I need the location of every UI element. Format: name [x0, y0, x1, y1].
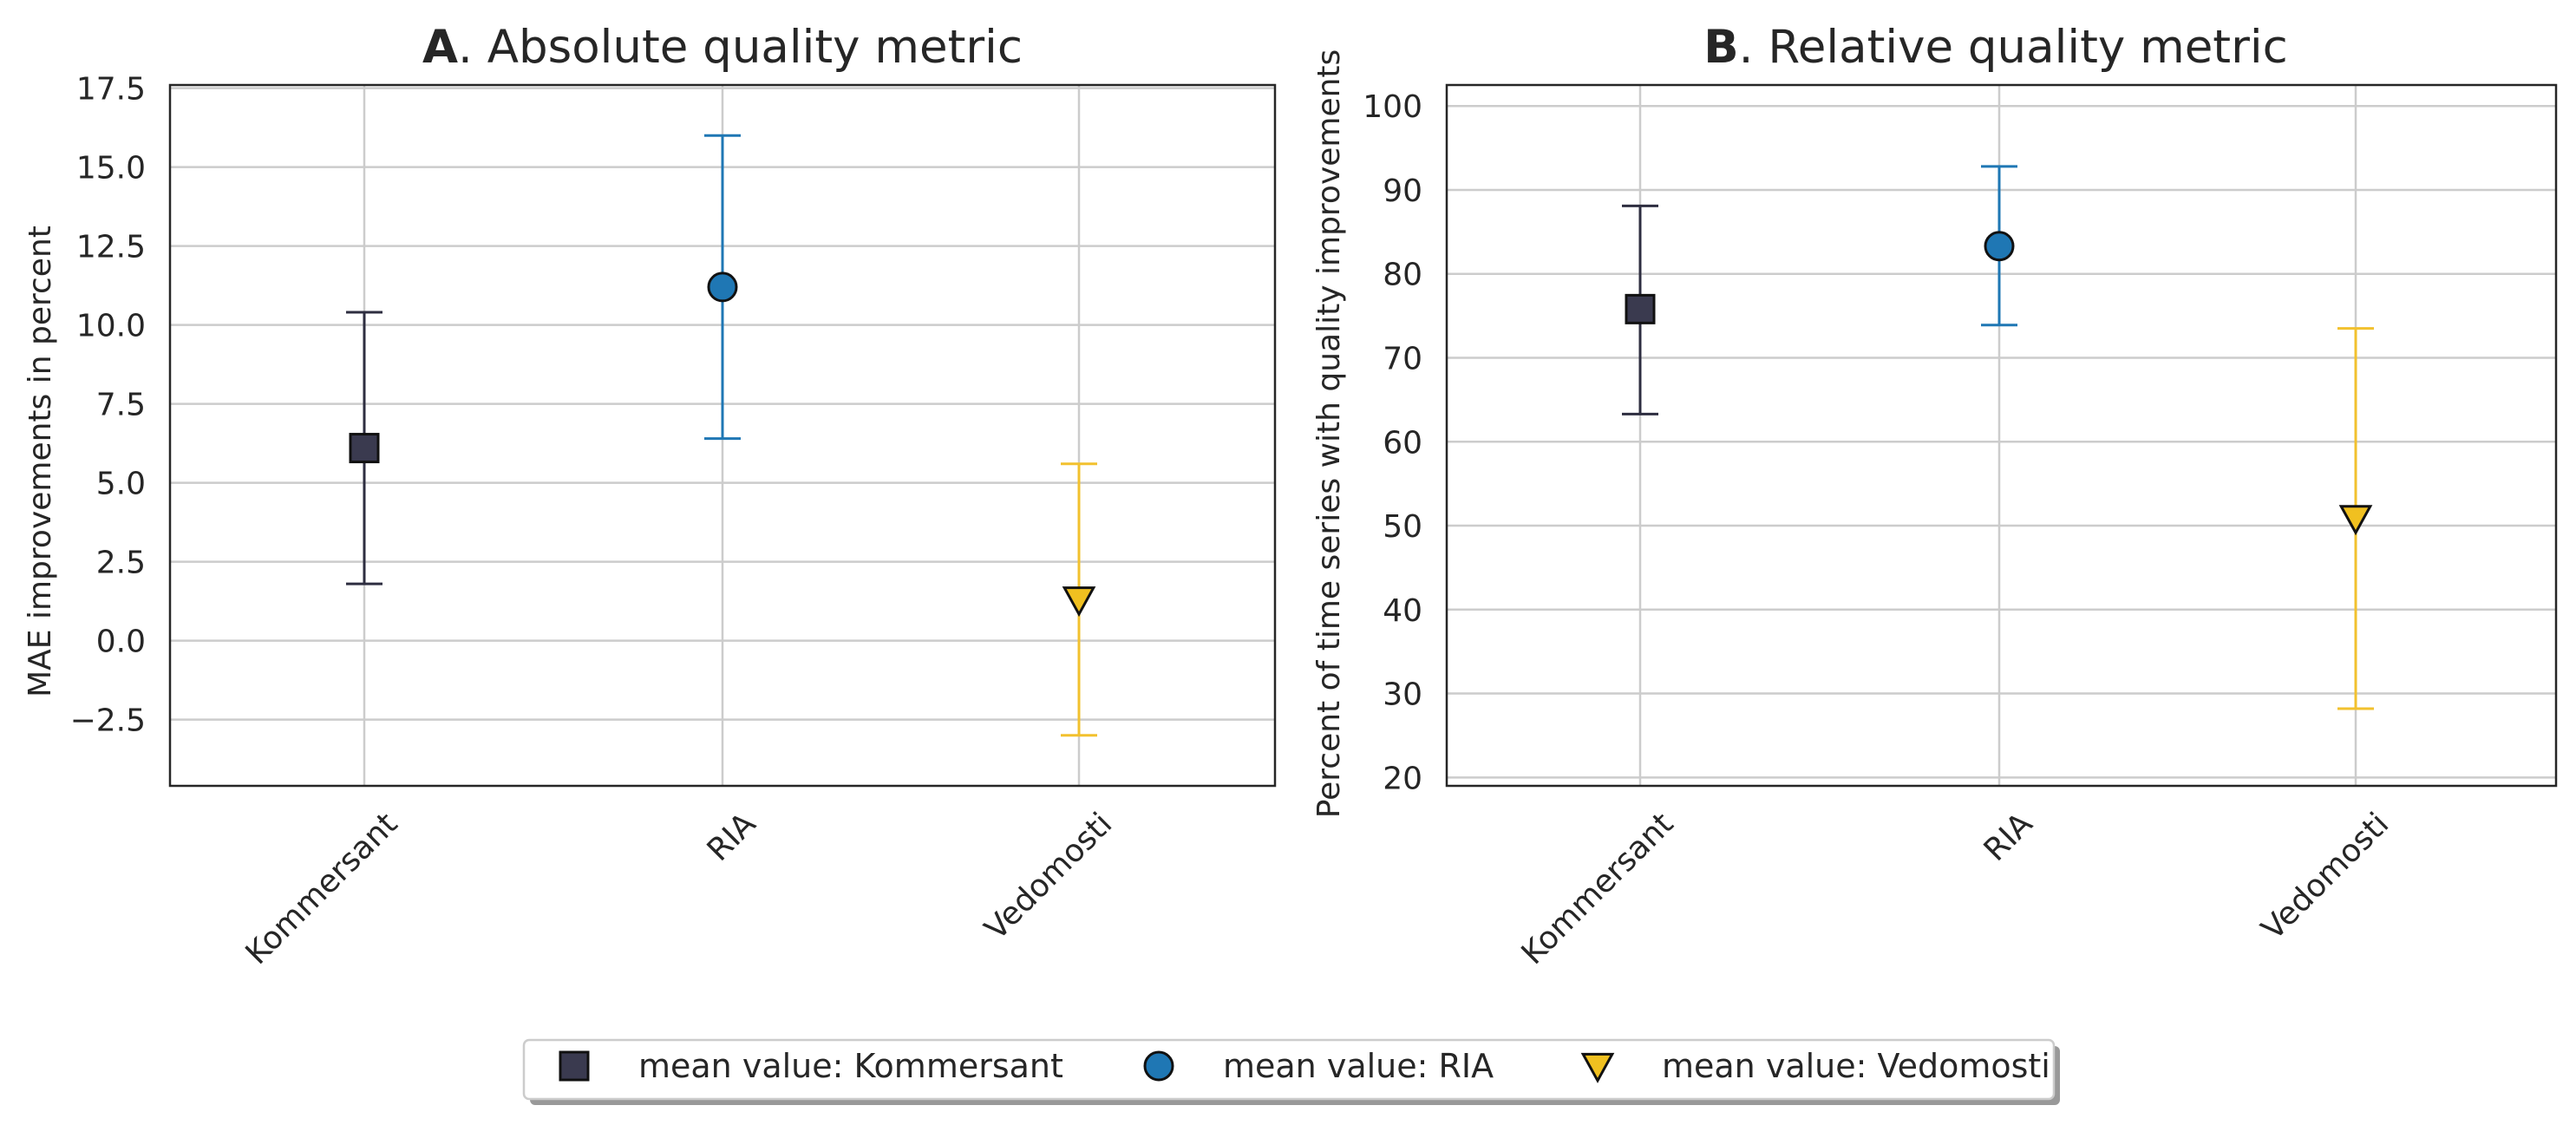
panel-a-y-axis-label: MAE improvements in percent [23, 226, 58, 697]
errorbar-kommersant [346, 311, 382, 585]
panel-a-x-ticks: Kommersant RIA Vedomosti [239, 806, 1120, 971]
y-tick-label: 2.5 [96, 546, 146, 581]
panel-b-grid [1447, 85, 2556, 786]
x-tick-label: Kommersant [239, 806, 405, 971]
panel-b-x-ticks: Kommersant RIA Vedomosti [1515, 806, 2396, 971]
legend-entries: mean value: Kommersant mean value: RIA mea… [559, 1047, 2050, 1085]
panel-a: A. Absolute quality metric MAE improveme… [23, 21, 1277, 971]
y-tick-label: 90 [1383, 173, 1422, 209]
panel-b-y-ticks: 20 30 40 50 60 70 80 90 100 [1363, 89, 1422, 796]
legend-label: mean value: RIA [1223, 1047, 1494, 1085]
y-tick-label: 10.0 [76, 309, 146, 344]
y-tick-label: 80 [1383, 258, 1422, 293]
legend-entry: mean value: Kommersant [559, 1047, 1063, 1085]
y-tick-label: 30 [1383, 677, 1422, 713]
y-tick-label: 12.5 [76, 230, 146, 265]
x-tick-label: Kommersant [1515, 806, 1681, 971]
panel-b-title: B. Relative quality metric [1703, 21, 2288, 74]
legend-label: mean value: Vedomosti [1662, 1047, 2050, 1085]
y-tick-label: 60 [1383, 425, 1422, 461]
panel-a-marks [346, 134, 1097, 737]
legend-marker-triangle-down [1580, 1052, 1615, 1083]
legend: mean value: Kommersant mean value: RIA mea… [522, 1038, 2060, 1105]
legend-marker-circle [1143, 1050, 1174, 1082]
x-tick-label: RIA [701, 806, 763, 868]
mean-marker-kommersant [349, 433, 380, 464]
panel-a-frame [168, 83, 1277, 788]
legend-label: mean value: Kommersant [638, 1047, 1063, 1085]
panel-a-title: A. Absolute quality metric [422, 21, 1023, 74]
y-tick-label: 5.0 [96, 467, 146, 502]
y-tick-label: 100 [1363, 89, 1422, 125]
panel-b-frame [1445, 83, 2558, 788]
y-tick-label: 40 [1383, 593, 1422, 629]
panel-b-marks [1622, 165, 2374, 710]
legend-entry: mean value: RIA [1143, 1047, 1494, 1085]
mean-marker-vedomosti [2338, 505, 2373, 536]
y-tick-label: 7.5 [96, 388, 146, 423]
panel-b: B. Relative quality metric Percent of ti… [1311, 21, 2558, 971]
mean-marker-kommersant [1625, 293, 1656, 324]
errorbar-kommersant [1622, 204, 1658, 415]
y-tick-label: 50 [1383, 509, 1422, 545]
errorbar-vedomosti [2337, 327, 2374, 710]
x-tick-label: Vedomosti [978, 806, 1120, 947]
panel-a-y-ticks: −2.5 0.0 2.5 5.0 7.5 10.0 12.5 15.0 17.5 [70, 72, 146, 739]
x-tick-label: Vedomosti [2255, 806, 2396, 947]
mean-marker-ria [1984, 231, 2015, 262]
panel-b-y-axis-label: Percent of time series with quality impr… [1311, 49, 1347, 819]
y-tick-label: 70 [1383, 341, 1422, 376]
x-tick-label: RIA [1978, 806, 2040, 868]
y-tick-label: 15.0 [76, 151, 146, 186]
y-tick-label: −2.5 [70, 703, 146, 739]
y-tick-label: 17.5 [76, 72, 146, 108]
mean-marker-ria [707, 271, 738, 303]
legend-box [522, 1038, 2056, 1101]
errorbar-ria [704, 134, 741, 441]
y-tick-label: 20 [1383, 761, 1422, 796]
errorbar-vedomosti [1061, 462, 1097, 737]
errorbar-ria [1981, 165, 2017, 327]
y-tick-label: 0.0 [96, 625, 146, 660]
legend-entry: mean value: Vedomosti [1580, 1047, 2050, 1085]
legend-marker-square [559, 1050, 590, 1082]
mean-marker-vedomosti [1062, 586, 1096, 618]
